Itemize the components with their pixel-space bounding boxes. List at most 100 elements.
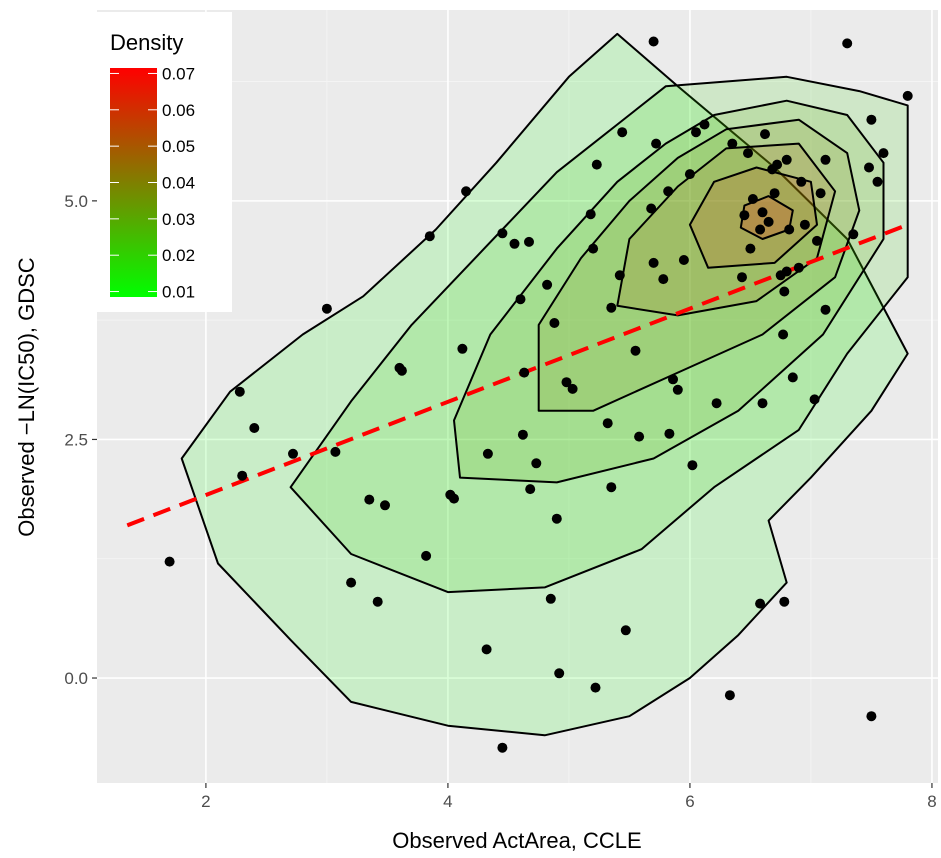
data-point xyxy=(449,493,459,504)
data-point xyxy=(396,365,407,376)
data-point xyxy=(743,148,753,159)
data-point xyxy=(234,386,245,397)
data-point xyxy=(866,114,877,125)
legend-title: Density xyxy=(110,30,183,55)
data-point xyxy=(787,372,798,383)
data-point xyxy=(606,482,617,493)
data-point xyxy=(784,224,795,235)
x-tick-label: 6 xyxy=(685,792,694,811)
data-point xyxy=(757,207,768,218)
data-point xyxy=(772,159,783,170)
data-point xyxy=(796,176,807,187)
data-point xyxy=(542,279,553,290)
data-point xyxy=(755,598,766,609)
data-point xyxy=(620,625,631,636)
data-point xyxy=(606,302,617,313)
data-point xyxy=(672,384,683,395)
data-point xyxy=(848,229,859,240)
data-point xyxy=(724,690,735,701)
data-point xyxy=(364,494,375,505)
data-point xyxy=(648,257,659,268)
data-point xyxy=(549,318,560,328)
data-point xyxy=(561,377,572,388)
data-point xyxy=(711,398,722,409)
data-point xyxy=(663,186,674,197)
data-point xyxy=(567,383,578,394)
data-point xyxy=(321,303,332,314)
data-point xyxy=(812,235,822,246)
data-point xyxy=(424,231,435,242)
density-contour xyxy=(289,75,909,594)
axes: 2 4 6 8 0.0 2.5 5.0 xyxy=(64,192,936,811)
data-point xyxy=(668,374,678,385)
data-point xyxy=(482,448,493,459)
density-contour xyxy=(180,32,909,737)
data-point xyxy=(517,429,528,440)
data-point xyxy=(678,255,689,265)
legend: Density 0.07 0.06 0.05 0.04 0.03 0.02 0.01 xyxy=(97,12,232,312)
data-point xyxy=(346,577,357,588)
data-point xyxy=(747,194,758,204)
data-point xyxy=(687,460,698,471)
data-point xyxy=(421,550,432,561)
data-point xyxy=(727,138,738,149)
data-point xyxy=(878,148,889,159)
data-point xyxy=(760,129,770,140)
data-point xyxy=(588,243,599,254)
data-point xyxy=(509,238,520,249)
data-point xyxy=(648,36,659,47)
data-point xyxy=(691,127,701,138)
data-point xyxy=(461,186,472,197)
data-point xyxy=(515,294,526,305)
data-point xyxy=(545,593,556,604)
y-tick-label: 0.0 xyxy=(64,669,88,688)
y-tick-label: 2.5 xyxy=(64,430,88,449)
data-point xyxy=(820,154,831,165)
data-point xyxy=(902,90,913,101)
data-point xyxy=(646,203,657,214)
data-point xyxy=(779,286,790,297)
legend-label: 0.02 xyxy=(162,246,195,265)
data-point xyxy=(457,343,468,354)
data-point xyxy=(739,210,750,221)
data-point xyxy=(330,446,341,457)
data-point xyxy=(585,209,596,220)
data-point xyxy=(602,418,613,429)
data-point xyxy=(524,236,534,247)
data-point xyxy=(497,742,508,753)
legend-ticks: 0.07 0.06 0.05 0.04 0.03 0.02 0.01 xyxy=(110,64,195,302)
data-point xyxy=(288,448,298,459)
data-point xyxy=(757,398,768,409)
data-point xyxy=(497,228,508,239)
data-point xyxy=(249,423,260,433)
legend-label: 0.01 xyxy=(162,283,195,302)
density-contour xyxy=(688,166,818,269)
data-point xyxy=(793,262,804,273)
data-point xyxy=(630,345,641,356)
x-tick-label: 4 xyxy=(443,792,452,811)
data-point xyxy=(778,329,789,340)
data-point xyxy=(799,219,810,230)
data-point xyxy=(531,458,542,469)
data-point xyxy=(519,367,530,378)
data-point xyxy=(769,188,780,199)
data-point xyxy=(590,682,601,693)
data-point xyxy=(164,556,175,567)
data-point xyxy=(614,270,625,281)
data-point xyxy=(554,668,565,679)
x-tick-label: 8 xyxy=(927,792,936,811)
data-point xyxy=(634,431,645,442)
legend-label: 0.03 xyxy=(162,210,195,229)
data-point xyxy=(380,500,390,511)
data-point xyxy=(779,596,790,607)
data-point xyxy=(651,138,662,149)
data-point xyxy=(809,394,820,405)
data-point xyxy=(842,38,853,49)
data-point xyxy=(591,159,602,170)
data-point xyxy=(820,304,831,315)
data-point xyxy=(872,176,883,187)
y-tick-label: 5.0 xyxy=(64,192,88,211)
data-point xyxy=(815,188,826,199)
legend-label: 0.05 xyxy=(162,137,195,156)
